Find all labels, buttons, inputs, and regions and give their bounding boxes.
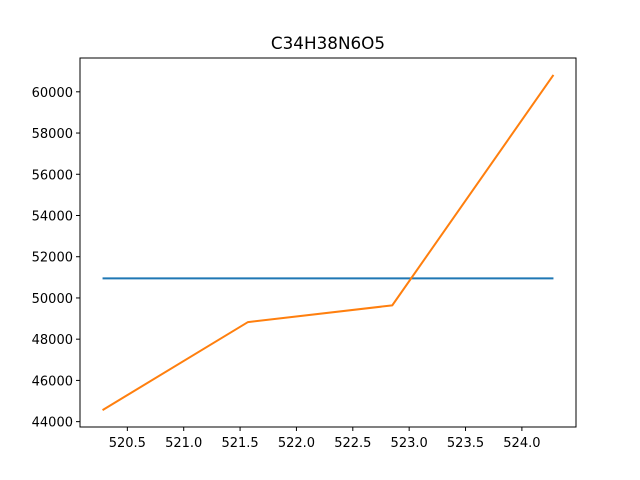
x-axis: 520.5 521.0 521.5 522.0 522.5 523.0 523.5 524.0 — [109, 427, 541, 451]
x-tick-label: 524.0 — [503, 436, 540, 451]
y-tick-label: 48000 — [32, 333, 73, 348]
x-tick-label: 520.5 — [109, 436, 146, 451]
series-line-2 — [102, 74, 555, 411]
y-axis: 44000 46000 48000 50000 52000 54000 56000 58000… — [32, 86, 80, 431]
x-tick-label: 522.0 — [278, 436, 315, 451]
x-tick-label: 523.0 — [391, 436, 428, 451]
x-tick-label: 522.5 — [334, 436, 371, 451]
y-tick-label: 56000 — [32, 168, 73, 183]
y-tick-label: 44000 — [32, 416, 73, 431]
y-tick-label: 54000 — [32, 209, 73, 224]
x-tick-label: 521.5 — [221, 436, 258, 451]
x-tick-label: 523.5 — [447, 436, 484, 451]
axes-frame — [79, 57, 577, 428]
y-tick-label: 50000 — [32, 292, 73, 307]
y-tick-label: 46000 — [32, 374, 73, 389]
y-tick-label: 60000 — [32, 86, 73, 101]
series-layer — [102, 74, 555, 411]
y-tick-label: 52000 — [32, 251, 73, 266]
y-tick-label: 58000 — [32, 127, 73, 142]
chart-title: C34H38N6O5 — [271, 33, 385, 53]
x-tick-label: 521.0 — [165, 436, 202, 451]
